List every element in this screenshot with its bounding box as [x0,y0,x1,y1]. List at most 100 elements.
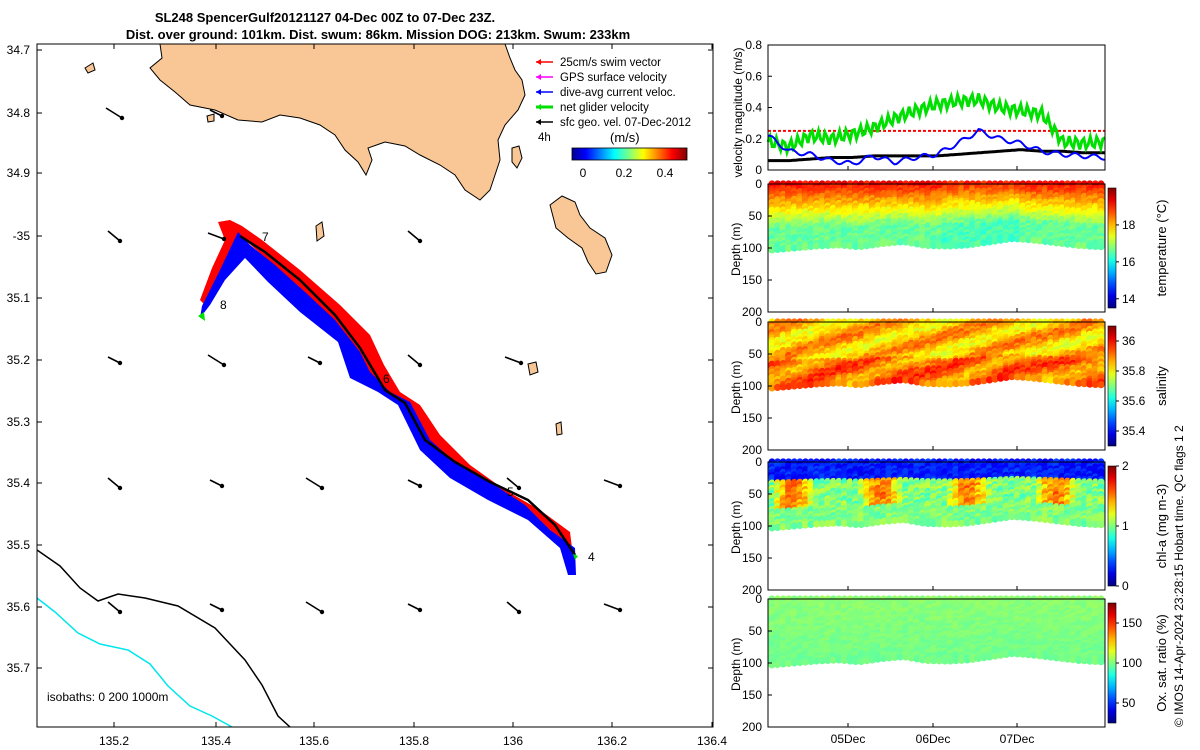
legend-label: 25cm/s swim vector [560,57,661,69]
velocity-y-tick-label: 0.8 [745,38,762,52]
lat-tick-label: 35.5 [7,538,31,552]
net-glider-endpoint [198,312,205,321]
interval-label: 4h [538,132,551,144]
geo-arrow-head [219,483,225,489]
profile-data-point [958,241,966,249]
profile-data-point [829,241,837,249]
geo-arrow [305,477,323,489]
geo-arrow-head [219,113,225,119]
velocity-series-line [767,128,1105,166]
legend-arrowhead [536,104,541,110]
profile-data-point [885,239,893,247]
colorbar [1107,187,1117,309]
profile-data-point [974,239,982,248]
depth-ylabel: Depth (m) [729,223,743,276]
profile-data-point [879,239,888,247]
profile-data-point [980,239,988,247]
legend-arrowhead [536,74,541,80]
profile-data-point [924,241,932,250]
legend-arrowhead [536,89,541,95]
geo-arrow-head [117,609,123,615]
profile-data-point [779,245,787,253]
land-island-4 [527,361,539,376]
geo-arrow [407,603,421,611]
colorbar-tick-label: 0 [1122,579,1129,593]
velocity-y-tick-label: 0.2 [745,132,762,146]
depth-tick-label: 50 [749,487,763,501]
geo-arrow [407,354,421,366]
profile-data-point [907,239,916,247]
land-peninsula [149,44,526,201]
profile-data-point [1052,239,1060,247]
profile-data-point [902,238,910,246]
depth-tick-label: 150 [742,551,762,565]
map-axis-ticks: 34.734.834.9-3535.135.235.335.435.535.63… [7,43,728,748]
lat-tick-label: 34.7 [7,43,31,57]
geo-arrow-head [516,609,522,615]
lat-tick-label: 34.8 [7,106,31,120]
speed-tick: 0.4 [657,166,674,180]
depth-tick-label: 0 [755,455,762,469]
profile-data-point [1008,235,1016,243]
track-day-label: 4 [588,550,595,564]
velocity-ylabel: velocity magnitude (m/s) [731,47,745,177]
geo-arrow [105,107,123,119]
geo-arrow [107,477,121,489]
profile-data-point [874,240,882,248]
profile-data-point [1075,241,1083,249]
isobath-200m [37,549,291,727]
geo-arrow-head [417,483,423,489]
geo-arrow-head [417,362,423,368]
lat-tick-label: 35.2 [7,353,31,367]
lon-tick-label: 136.4 [697,734,727,748]
colorbar-tick-label: 18 [1122,218,1136,232]
lat-tick-label: 35.3 [7,415,31,429]
lon-tick-label: 135.6 [299,734,329,748]
depth-tick-label: 150 [742,273,762,287]
geo-arrow-head [221,236,227,242]
geo-arrow-head [221,362,227,368]
profile-data-point [852,242,860,250]
lat-tick-label: -35 [13,229,31,243]
profile-data-point [790,244,798,252]
depth-tick-label: 50 [749,209,763,223]
velocity-series-line [766,89,1106,158]
geo-arrow-head [417,607,423,613]
lon-tick-label: 135.2 [99,734,129,748]
depth-tick-label: 100 [742,241,762,255]
geo-arrow [207,354,225,366]
colorbar-tick-label: 36 [1122,334,1136,348]
lat-tick-label: 35.7 [7,661,31,675]
profile-data-point [963,241,971,249]
track-day-label: 5 [507,485,514,499]
land-island-1 [549,195,613,275]
profile-data-point [1019,235,1027,243]
colorbar [1107,325,1117,447]
profile-data-point [1069,241,1077,249]
net-glider-track [239,234,577,556]
geo-arrow-head [219,607,225,613]
geo-arrow [107,601,121,613]
velocity-frame [767,44,1106,171]
geo-arrow-head [417,238,423,244]
net-glider-endpoint [573,554,578,560]
profile-data-point [1097,243,1105,251]
profile-data-point [785,244,793,253]
geo-arrow [506,601,520,613]
geo-arrow [107,356,121,364]
velocity-y-tick-label: 0.4 [745,101,762,115]
profile-data-point [818,242,826,250]
land-island-2 [511,145,523,169]
lon-tick-label: 135.8 [399,734,429,748]
profile-data-point [891,238,899,246]
geo-arrow [209,109,223,117]
current-vector-swath [200,232,576,575]
profile-data-point [1058,239,1066,247]
profile-data-point [913,240,921,248]
profile-data-point [952,242,960,250]
track-day-label: 8 [220,298,227,312]
profile-data-point [846,242,854,250]
